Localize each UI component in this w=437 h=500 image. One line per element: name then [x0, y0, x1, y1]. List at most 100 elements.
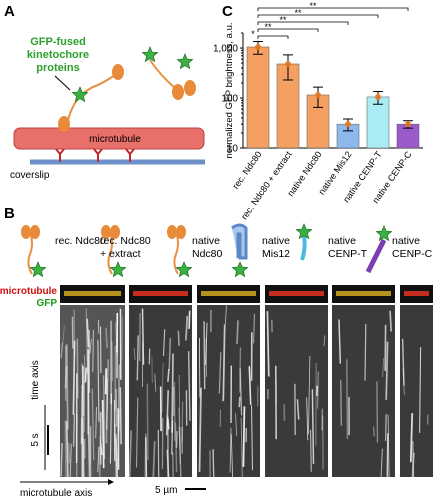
kymo-streak — [252, 313, 256, 344]
kymo-streak — [185, 315, 189, 341]
kymo-streak — [412, 441, 415, 478]
significance-label: ** — [294, 8, 302, 18]
kymo-streak — [387, 414, 390, 478]
significance-bracket — [257, 28, 319, 32]
kymo-streak — [84, 367, 88, 383]
kymograph — [332, 305, 395, 477]
gfp-star — [29, 261, 47, 278]
construct-label: rec. Ndc80 — [55, 235, 106, 247]
kymo-streak — [115, 434, 118, 478]
gfp-star — [375, 225, 393, 242]
kymo-streak — [104, 368, 108, 395]
construct-label: CENP-C — [392, 248, 433, 260]
kymo-streak — [307, 355, 311, 435]
kymo-streak — [91, 388, 95, 461]
kymo-streak — [409, 413, 414, 463]
kymo-streak — [67, 442, 71, 464]
kymo-streak — [239, 347, 241, 393]
kymo-streak — [315, 385, 319, 396]
kymo-streak — [166, 449, 170, 478]
kymo-streak — [248, 366, 252, 405]
kymo-streak — [389, 310, 393, 332]
significance-bracket — [257, 35, 289, 39]
kymo-streak — [178, 374, 181, 449]
x-tick-label: rec. Ndc80 — [230, 149, 263, 190]
kymo-streak — [95, 406, 98, 439]
kymo-streak — [380, 448, 383, 478]
kymo-streak — [105, 328, 109, 349]
construct-label: rec. Ndc80 — [100, 235, 151, 247]
construct-label: Ndc80 — [192, 248, 223, 260]
kymo-streak — [69, 443, 72, 478]
significance-label: * — [251, 29, 255, 39]
protein-chain — [231, 223, 248, 260]
protein-chain — [107, 231, 113, 275]
kymo-streak — [236, 320, 239, 345]
kymo-streak — [109, 393, 113, 464]
microtubule-signal — [201, 291, 256, 296]
gfp-star — [109, 261, 127, 278]
kymo-streak — [119, 387, 122, 445]
protein-chain — [27, 231, 33, 275]
space-axis-label: microtubule axis — [20, 488, 92, 499]
arrowhead — [108, 479, 114, 485]
kymo-streak — [152, 441, 156, 478]
microtubule-bar — [13, 127, 205, 150]
kymo-streak — [72, 340, 76, 415]
protein-head — [112, 64, 124, 80]
kymo-streak — [113, 423, 117, 478]
kymo-streak — [60, 342, 64, 359]
protein-chain — [365, 238, 387, 274]
kymo-streak — [128, 430, 132, 478]
kymograph — [400, 305, 433, 477]
kymo-streak — [187, 351, 191, 421]
arrow — [54, 75, 71, 91]
kymo-streak — [238, 396, 241, 408]
kymo-streak — [64, 420, 67, 478]
kymo-streak — [382, 357, 385, 378]
kymo-streak — [339, 380, 343, 426]
protein-head — [21, 225, 31, 239]
kymo-streak — [309, 429, 312, 472]
kymo-streak — [92, 329, 94, 373]
kymo-streak — [385, 341, 389, 400]
significance-bracket — [257, 14, 379, 18]
kymo-streak — [188, 310, 191, 329]
significance-bracket — [257, 21, 349, 25]
microtubule-label: microtubule — [89, 134, 141, 145]
kymo-streak — [65, 420, 69, 478]
significance-label: ** — [279, 15, 287, 25]
kymo-streak — [175, 431, 178, 448]
callout: proteins — [36, 62, 79, 74]
bar — [246, 46, 270, 149]
protein-chain — [300, 235, 307, 261]
kymo-streak — [203, 321, 206, 390]
panel-label: B — [4, 205, 15, 222]
kymo-streak — [161, 362, 164, 413]
kymo-streak — [121, 316, 124, 360]
panel-label: C — [222, 3, 233, 20]
kymo-streak — [386, 433, 389, 478]
kymo-streak — [178, 426, 182, 478]
kymo-streak — [64, 365, 68, 389]
kymo-streak — [168, 338, 172, 371]
kymo-streak — [145, 437, 148, 478]
kymo-streak — [376, 381, 379, 443]
kymo-streak — [106, 359, 109, 430]
y-tick-label: 10 — [227, 144, 239, 155]
data-point — [315, 91, 321, 98]
kymo-streak — [230, 434, 234, 478]
microtubule-signal — [404, 291, 429, 296]
y-tick-label: 1,000 — [213, 44, 238, 55]
callout: kinetochore — [27, 49, 89, 61]
kymo-streak — [83, 355, 86, 433]
kymo-streak — [173, 382, 176, 442]
gfp-star — [231, 261, 249, 278]
kymo-streak — [86, 318, 90, 348]
kymo-streak — [87, 433, 91, 478]
kymo-streak — [85, 308, 88, 374]
kymo-streak — [167, 369, 170, 382]
protein-head — [101, 225, 111, 239]
kymo-streak — [82, 437, 85, 478]
